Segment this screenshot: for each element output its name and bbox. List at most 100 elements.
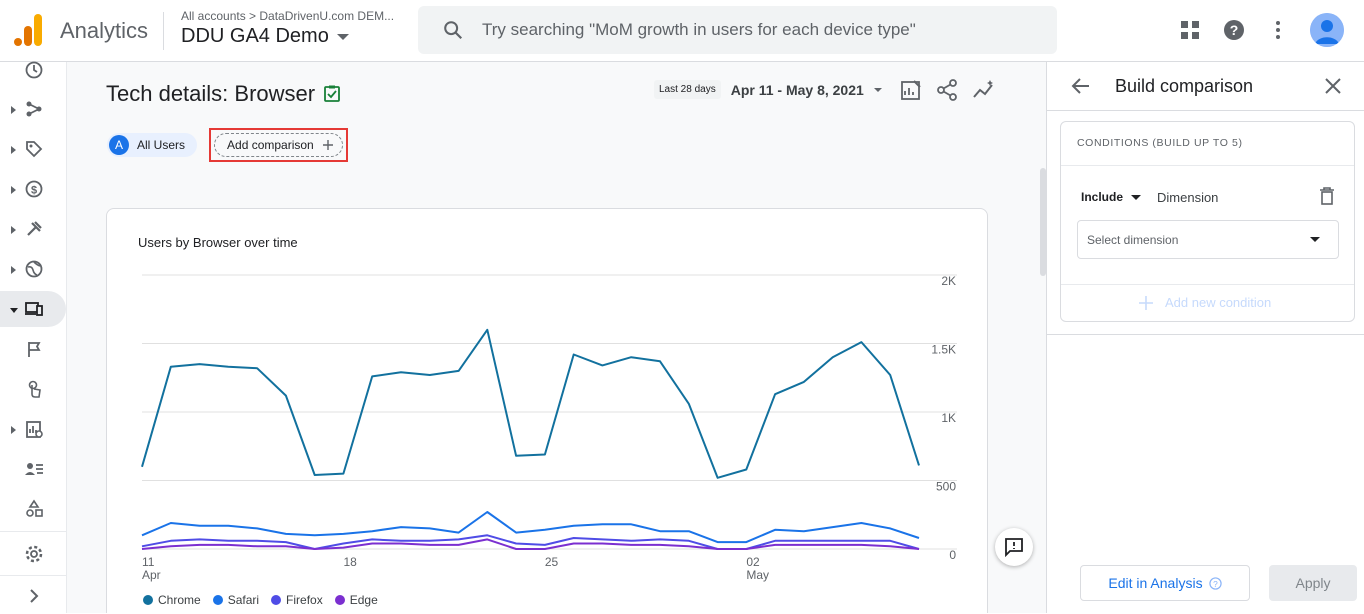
chevron-down-icon <box>1131 194 1142 200</box>
help-icon[interactable]: ? <box>1222 18 1246 42</box>
select-dimension-placeholder: Select dimension <box>1087 232 1179 247</box>
x-tick-month-label: Apr <box>142 568 161 582</box>
y-tick-label: 0 <box>949 548 956 562</box>
legend-item-edge[interactable]: Edge <box>334 593 378 607</box>
chart-title: Users by Browser over time <box>138 235 298 250</box>
legend-label: Edge <box>349 593 378 607</box>
rail-divider <box>0 575 66 576</box>
feedback-button[interactable] <box>995 528 1033 566</box>
segment-badge: A <box>109 135 129 155</box>
left-nav-rail: $ <box>0 61 67 614</box>
expand-arrow-icon <box>11 106 16 114</box>
date-range-picker[interactable]: Last 28 days Apr 11 - May 8, 2021 <box>654 80 882 99</box>
x-tick-label: 25 <box>545 555 559 569</box>
help-outline-icon: ? <box>1208 576 1222 590</box>
legend-dot <box>212 595 223 605</box>
expand-arrow-icon <box>11 146 16 154</box>
nav-monetization[interactable]: $ <box>0 171 66 207</box>
legend-item-safari[interactable]: Safari <box>212 593 260 607</box>
flag-icon <box>28 342 41 357</box>
include-label: Include <box>1081 190 1124 204</box>
chevron-down-icon <box>1310 237 1320 242</box>
divider <box>1047 334 1364 335</box>
chevron-right-icon <box>30 589 39 603</box>
legend-dot <box>143 595 153 605</box>
more-vert-icon[interactable] <box>1266 18 1290 42</box>
legend-dot <box>271 595 282 605</box>
insights-icon[interactable] <box>972 79 996 101</box>
trash-icon[interactable] <box>1319 187 1335 205</box>
gear-icon <box>25 545 43 563</box>
close-icon[interactable] <box>1323 76 1343 96</box>
page-title-row: Tech details: Browser <box>106 81 341 107</box>
legend-item-chrome[interactable]: Chrome <box>143 593 201 607</box>
top-bar: Analytics All accounts > DataDrivenU.com… <box>0 0 1364 62</box>
nav-conversions[interactable] <box>0 331 66 367</box>
nav-user-explorer[interactable] <box>0 371 66 407</box>
segment-label: All Users <box>137 138 186 152</box>
select-dimension-dropdown[interactable]: Select dimension <box>1077 220 1339 259</box>
shapes-icon <box>26 499 43 517</box>
nav-admin[interactable] <box>0 536 66 572</box>
nav-audiences[interactable] <box>0 451 66 487</box>
app-name: Analytics <box>60 18 149 43</box>
nav-expand[interactable] <box>0 578 66 614</box>
chevron-down-icon <box>336 33 349 40</box>
y-tick-label: 1.5K <box>931 343 956 357</box>
y-tick-label: 500 <box>936 480 956 494</box>
main-scrollbar[interactable] <box>1040 168 1046 276</box>
x-tick-label: 18 <box>343 555 357 569</box>
add-comparison-button[interactable]: Add comparison <box>214 133 343 157</box>
nav-tech[interactable] <box>0 291 66 327</box>
nav-demographics[interactable] <box>0 251 66 287</box>
nav-library[interactable] <box>0 491 66 527</box>
apps-grid-icon[interactable] <box>1178 18 1202 42</box>
analytics-logo-icon[interactable] <box>14 14 42 46</box>
series-line-chrome <box>141 328 920 479</box>
plus-icon <box>1139 295 1153 310</box>
search-bar[interactable]: Try searching "MoM growth in users for e… <box>418 6 1057 54</box>
nav-retention[interactable] <box>0 211 66 247</box>
clock-icon <box>25 61 43 79</box>
legend-label: Safari <box>227 593 260 607</box>
verified-report-icon[interactable] <box>323 85 341 103</box>
apply-button[interactable]: Apply <box>1269 565 1357 601</box>
analysis-icon <box>26 421 43 438</box>
nav-engagement[interactable] <box>0 131 66 167</box>
nav-analysis[interactable] <box>0 411 66 447</box>
divider <box>1061 165 1354 166</box>
conditions-card: CONDITIONS (BUILD UP TO 5) Include Dimen… <box>1060 121 1355 322</box>
dollar-icon: $ <box>25 180 43 198</box>
arrow-back-icon[interactable] <box>1071 76 1091 96</box>
divider <box>1061 284 1354 285</box>
conditions-header: CONDITIONS (BUILD UP TO 5) <box>1077 137 1243 149</box>
plus-icon <box>322 140 333 150</box>
add-new-condition-button[interactable]: Add new condition <box>1139 295 1271 310</box>
property-selector[interactable]: DDU GA4 Demo <box>181 25 349 48</box>
share-icon[interactable] <box>936 79 958 101</box>
account-breadcrumb[interactable]: All accounts > DataDrivenU.com DEM... <box>181 9 395 23</box>
account-avatar[interactable] <box>1310 13 1344 47</box>
edit-in-analysis-button[interactable]: Edit in Analysis ? <box>1080 565 1250 601</box>
customize-report-icon[interactable] <box>900 79 922 101</box>
svg-text:?: ? <box>1213 578 1218 588</box>
segment-chip-all-users[interactable]: A All Users <box>107 133 198 157</box>
collapse-arrow-icon <box>10 308 18 313</box>
y-tick-label: 2K <box>941 274 956 288</box>
expand-arrow-icon <box>11 186 16 194</box>
legend-label: Chrome <box>158 593 201 607</box>
feedback-icon <box>1005 538 1023 557</box>
devices-icon <box>25 302 43 316</box>
add-new-condition-label: Add new condition <box>1165 295 1272 310</box>
include-dropdown[interactable]: Include <box>1081 190 1142 204</box>
legend-item-firefox[interactable]: Firefox <box>271 593 323 607</box>
touch-icon <box>28 380 41 398</box>
build-comparison-panel: Build comparison CONDITIONS (BUILD UP TO… <box>1046 62 1364 613</box>
series-line-firefox <box>141 534 920 550</box>
tag-icon <box>26 141 43 158</box>
nav-acquisition[interactable] <box>0 91 66 127</box>
nav-realtime[interactable] <box>0 52 66 88</box>
x-tick-month-label: May <box>746 568 769 582</box>
date-range-label: Apr 11 - May 8, 2021 <box>730 81 864 98</box>
